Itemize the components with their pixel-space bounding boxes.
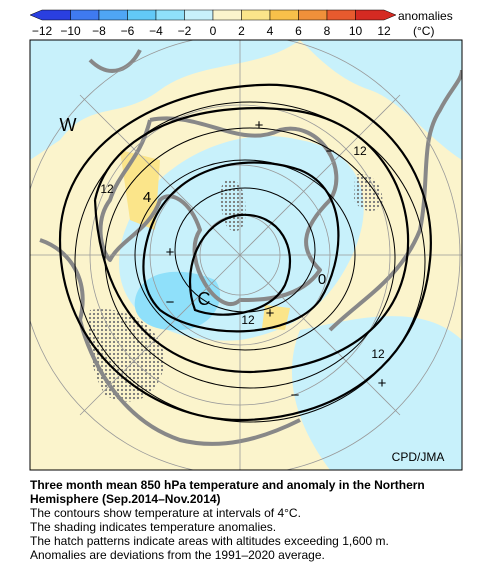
colorbar-segment <box>70 9 100 21</box>
colorbar-segment <box>212 9 242 21</box>
colorbar-segment <box>184 9 214 21</box>
map-label: 12 <box>100 182 114 196</box>
colorbar-segment <box>355 9 397 21</box>
colorbar: −12 −10 −8 −6 −4 −2 0 2 4 6 8 10 12 <box>29 9 397 38</box>
colorbar-tick-label: −12 <box>32 24 53 38</box>
map-figure: −12 −10 −8 −6 −4 −2 0 2 4 6 8 10 12 12 4 12 0 C 12 12 W + + + +… <box>29 9 463 471</box>
map-label: 12 <box>241 313 255 327</box>
map-label: + <box>166 244 175 261</box>
colorbar-segment <box>155 9 185 21</box>
map-label: W <box>60 115 77 135</box>
map-frame <box>29 39 463 471</box>
map-labels: 12 4 12 0 C 12 12 W + + + + − − − <box>60 115 387 404</box>
caption-line: The contours show temperature at interva… <box>30 506 301 520</box>
map-label: + <box>378 375 387 392</box>
map-label: 12 <box>353 144 367 158</box>
colorbar-tick-label: 6 <box>295 24 302 38</box>
colorbar-segment <box>127 9 157 21</box>
colorbar-segment <box>298 9 328 21</box>
colorbar-segment <box>98 9 128 21</box>
colorbar-tick-label: −10 <box>60 24 81 38</box>
credit: CPD/JMA <box>392 450 445 464</box>
caption: Three month mean 850 hPa temperature and… <box>30 478 475 562</box>
map-label: 0 <box>318 271 326 288</box>
colorbar-segment <box>241 9 271 21</box>
caption-title: Hemisphere (Sep.2014–Nov.2014) <box>30 492 221 506</box>
colorbar-segment <box>269 9 299 21</box>
map-label: + <box>266 305 275 322</box>
colorbar-tick-label: 0 <box>210 24 217 38</box>
colorbar-segment <box>326 9 356 21</box>
colorbar-tick-label: 10 <box>349 24 363 38</box>
map-label: C <box>198 289 211 309</box>
map-layers <box>30 40 462 470</box>
map-label: 4 <box>143 189 151 206</box>
colorbar-tick-label: −8 <box>92 24 106 38</box>
colorbar-tick-label: 4 <box>267 24 274 38</box>
map-label: − <box>326 143 335 160</box>
colorbar-tick-label: −6 <box>121 24 135 38</box>
map-label: − <box>291 387 300 404</box>
map-label: 12 <box>371 347 385 361</box>
map-label: − <box>166 294 175 311</box>
caption-line: Anomalies are deviations from the 1991–2… <box>30 548 325 562</box>
caption-title: Three month mean 850 hPa temperature and… <box>30 478 425 492</box>
map-label: + <box>255 117 264 134</box>
colorbar-tick-label: −4 <box>149 24 163 38</box>
colorbar-tick-label: 8 <box>324 24 331 38</box>
colorbar-segment <box>29 9 71 21</box>
caption-line: The hatch patterns indicate areas with a… <box>30 534 389 548</box>
colorbar-unit: (°C) <box>413 24 434 38</box>
colorbar-title: anomalies <box>398 9 453 23</box>
colorbar-tick-label: 2 <box>238 24 245 38</box>
caption-line: The shading indicates temperature anomal… <box>30 520 277 534</box>
colorbar-tick-label: 12 <box>377 24 391 38</box>
colorbar-tick-label: −2 <box>178 24 192 38</box>
